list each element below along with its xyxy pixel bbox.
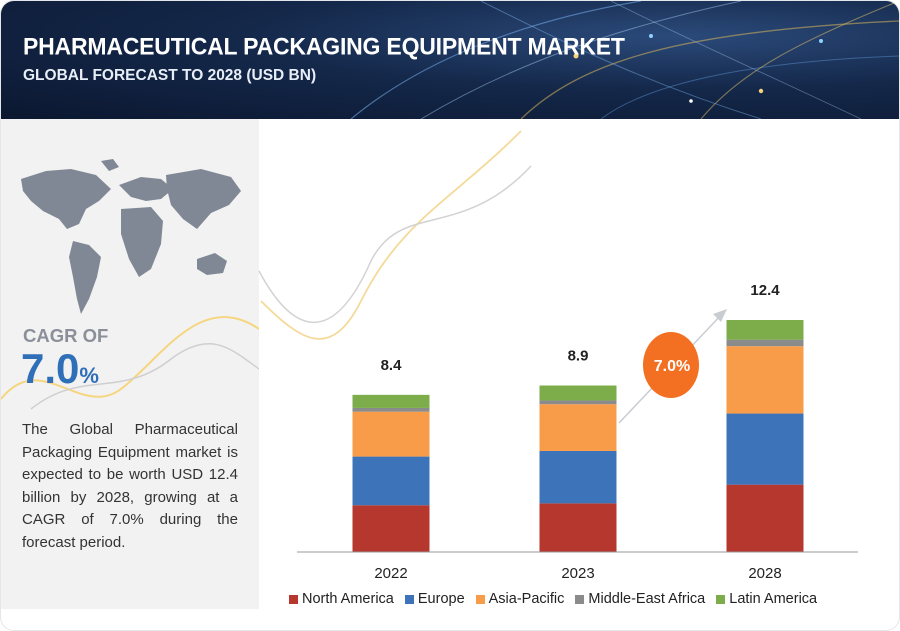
bar-segment-north-america-2028 [726, 484, 804, 552]
legend-swatch [575, 594, 585, 604]
legend-label: Latin America [729, 591, 818, 607]
cagr-badge [643, 332, 699, 398]
x-tick-label-2028: 2028 [748, 565, 781, 582]
bar-segment-north-america-2022 [352, 505, 430, 552]
legend-item-latin-america: Latin America [716, 591, 817, 607]
legend-label: Middle-East Africa [588, 591, 706, 607]
legend-label: Europe [417, 591, 465, 607]
header-banner: PHARMACEUTICAL PACKAGING EQUIPMENT MARKE… [1, 1, 899, 119]
bar-segment-middle-east-africa-2023 [539, 400, 617, 405]
chart-legend: North America Europe Asia-Pacific Middle-Ea… [289, 591, 828, 607]
decorative-wave-yellow [260, 130, 522, 340]
bar-segment-north-america-2023 [539, 503, 617, 552]
bar-segment-europe-2022 [352, 456, 430, 506]
legend-item-middle-east-africa: Middle-East Africa [575, 591, 705, 607]
cagr-value: 7.0% [21, 345, 99, 393]
legend-item-north-america: North America [289, 591, 394, 607]
bar-segment-europe-2023 [539, 450, 617, 504]
bar-segment-asia-pacific-2028 [726, 346, 804, 414]
x-tick-label-2022: 2022 [374, 565, 407, 582]
bar-segment-middle-east-africa-2022 [352, 407, 430, 412]
decorative-wave [1, 316, 259, 410]
world-map-icon [21, 159, 241, 314]
legend-item-asia-pacific: Asia-Pacific [475, 591, 565, 607]
cagr-badge-label: 7.0% [654, 358, 690, 375]
page-subtitle: GLOBAL FORECAST TO 2028 (USD BN) [23, 67, 317, 84]
bar-segment-latin-america-2028 [726, 320, 804, 340]
side-panel [1, 119, 259, 609]
growth-arrow: 7.0% [618, 309, 727, 424]
legend-swatch [716, 594, 726, 604]
cagr-number: 7.0 [21, 345, 80, 392]
total-label-2023: 8.9 [568, 347, 589, 364]
page-title: PHARMACEUTICAL PACKAGING EQUIPMENT MARKE… [23, 32, 625, 60]
bar-segment-middle-east-africa-2028 [726, 339, 804, 347]
bar-segment-latin-america-2022 [352, 394, 430, 408]
total-label-2028: 12.4 [750, 282, 780, 299]
cagr-percent-sign: % [79, 363, 99, 388]
legend-label: North America [302, 591, 394, 607]
bar-segment-asia-pacific-2022 [352, 411, 430, 457]
legend-swatch [289, 594, 298, 604]
legend-swatch [404, 594, 414, 604]
bar-segment-europe-2028 [726, 413, 804, 485]
cagr-label: CAGR OF [23, 325, 109, 346]
bar-segment-latin-america-2023 [539, 385, 617, 401]
bar-segment-asia-pacific-2023 [539, 404, 617, 451]
legend-item-europe: Europe [404, 591, 465, 607]
market-summary: The Global Pharmaceutical Packaging Equi… [22, 421, 238, 551]
legend-swatch [475, 594, 485, 604]
total-label-2022: 8.4 [381, 357, 403, 374]
x-tick-label-2023: 2023 [561, 565, 594, 582]
growth-arrow-head [713, 309, 727, 322]
decorative-wave-gray [258, 165, 532, 323]
banner-light-streaks [350, 1, 899, 119]
legend-label: Asia-Pacific [488, 591, 565, 607]
